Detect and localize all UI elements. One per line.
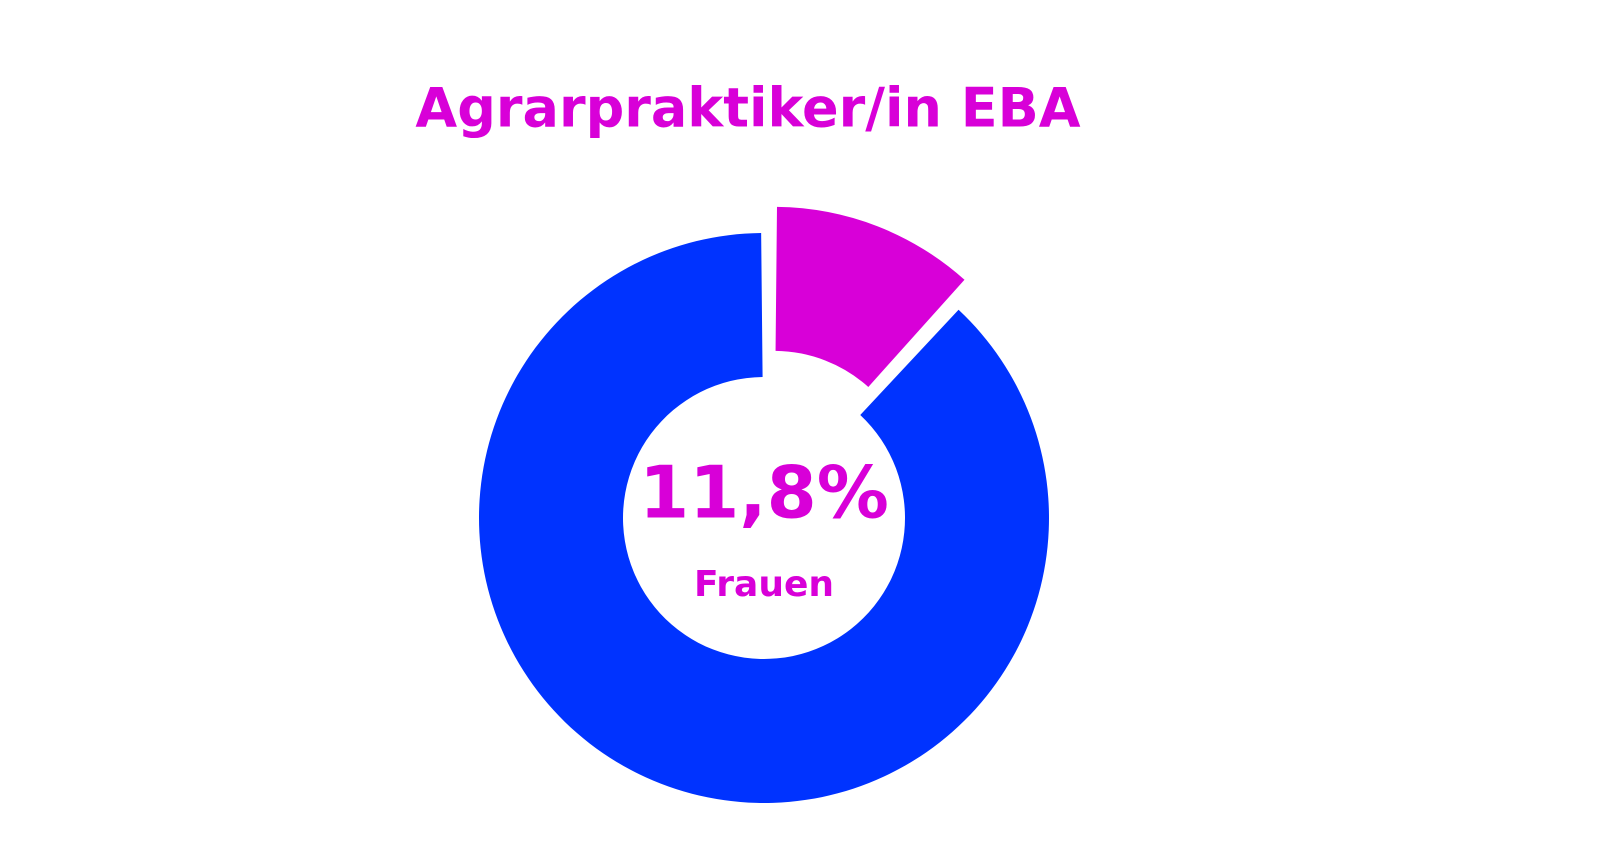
pie-slice [775, 206, 965, 387]
category-label: Frauen [694, 564, 834, 605]
chart-title: Agrarpraktiker/in EBA [415, 77, 1080, 140]
pie-slice [479, 233, 1050, 803]
value-label: 11,8% [639, 451, 889, 535]
